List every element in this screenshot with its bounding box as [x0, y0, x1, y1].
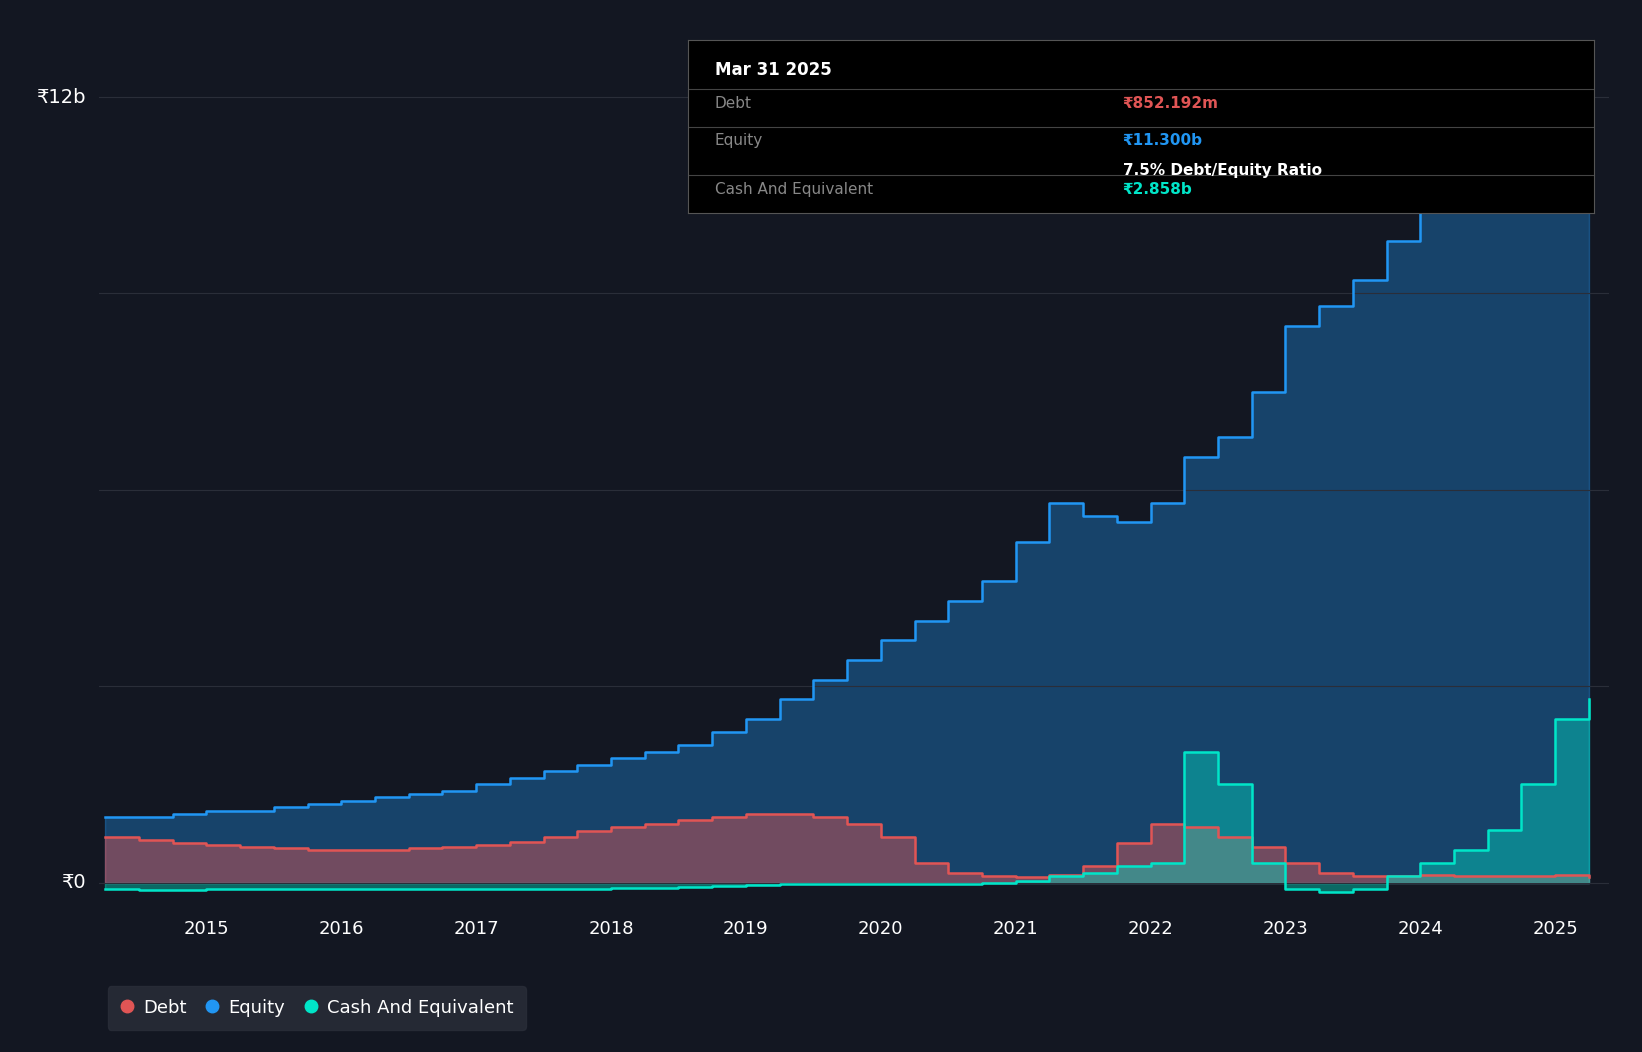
- Text: ₹12b: ₹12b: [36, 87, 87, 106]
- Legend: Debt, Equity, Cash And Equivalent: Debt, Equity, Cash And Equivalent: [107, 987, 525, 1030]
- Text: ₹0: ₹0: [62, 873, 87, 892]
